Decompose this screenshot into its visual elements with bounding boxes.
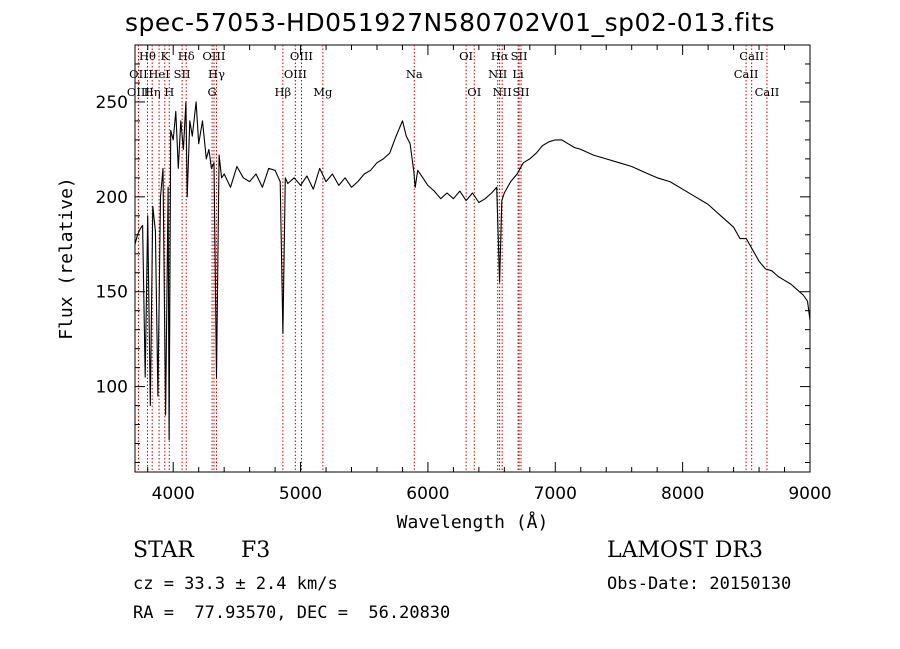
x-tick-label-1: 5000 <box>279 484 322 504</box>
line-label-12: Hβ <box>275 85 292 99</box>
line-label-1: OII <box>129 67 148 81</box>
x-tick-label-3: 7000 <box>534 484 577 504</box>
object-class: STAR <box>133 538 194 563</box>
line-label-0: Hθ <box>139 49 156 63</box>
coordinates: RA = 77.93570, DEC = 56.20830 <box>133 603 451 623</box>
line-label-16: Na <box>406 67 423 81</box>
line-label-5: K <box>161 49 170 63</box>
line-label-21: NII <box>488 67 507 81</box>
obs-date: Obs-Date: 20150130 <box>607 574 792 594</box>
line-label-13: OIII <box>290 49 313 63</box>
spectrum-line <box>134 101 811 441</box>
x-tick-label-5: 9000 <box>788 484 831 504</box>
line-label-26: CaII <box>734 67 759 81</box>
line-label-22: Li <box>512 67 524 81</box>
y-tick-label-1: 150 <box>96 283 128 303</box>
line-label-7: SII <box>174 67 191 81</box>
chart-title: spec-57053-HD051927N580702V01_sp02-013.f… <box>124 8 776 37</box>
line-label-4: HeI <box>148 67 169 81</box>
line-label-19: Hα <box>491 49 509 63</box>
line-label-8: Hδ <box>178 49 195 63</box>
x-tick-label-0: 4000 <box>152 484 195 504</box>
x-axis-label: Wavelength (Å) <box>397 511 549 533</box>
line-label-20: SII <box>511 49 528 63</box>
y-axis-label: Flux (relative) <box>56 177 77 340</box>
line-label-6: H <box>164 85 174 99</box>
y-tick-label-0: 100 <box>96 378 128 398</box>
line-label-10: Hγ <box>208 67 225 81</box>
line-label-9: OIII <box>202 49 225 63</box>
line-label-23: NII <box>493 85 512 99</box>
line-label-24: SII <box>513 85 530 99</box>
x-tick-label-4: 8000 <box>661 484 704 504</box>
line-label-14: OIII <box>284 67 307 81</box>
redshift-text: cz = 33.3 ± 2.4 km/s <box>133 574 338 594</box>
line-label-3: Hη <box>144 85 161 99</box>
subclass: F3 <box>241 538 271 563</box>
y-tick-label-3: 250 <box>96 93 128 113</box>
x-tick-label-2: 6000 <box>406 484 449 504</box>
line-label-18: OI <box>467 85 481 99</box>
line-label-25: CaII <box>739 49 764 63</box>
line-label-17: OI <box>459 49 473 63</box>
line-label-27: CaII <box>755 85 780 99</box>
line-label-2: OIII <box>127 85 150 99</box>
survey-name: LAMOST DR3 <box>607 538 763 563</box>
y-tick-label-2: 200 <box>96 188 128 208</box>
plot-frame <box>134 44 811 473</box>
line-label-15: Mg <box>313 85 333 99</box>
line-label-11: G <box>207 85 216 99</box>
